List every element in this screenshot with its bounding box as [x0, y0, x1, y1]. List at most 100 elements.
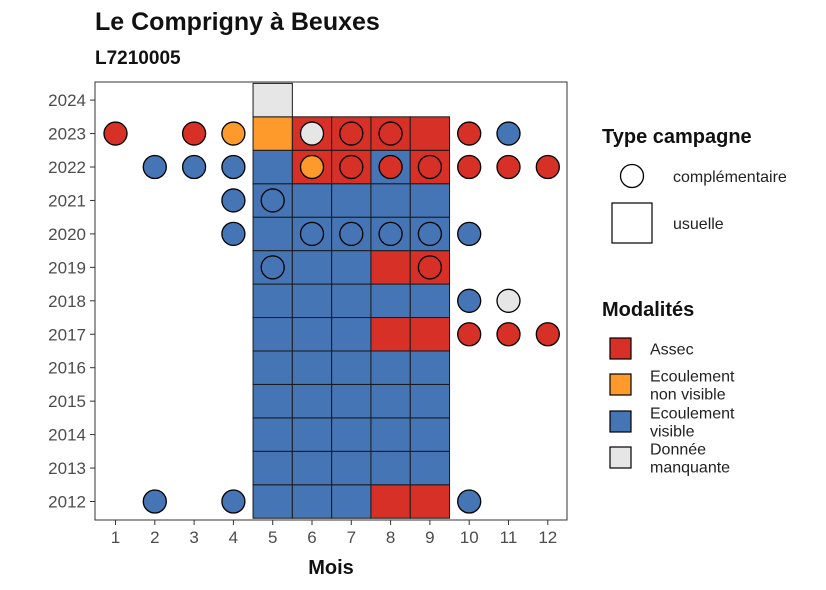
point-complementaire	[339, 154, 364, 180]
tile-usuelle	[291, 484, 333, 519]
x-axis: 1 2 3 4 5 6 7 8 9 10 11 12	[111, 520, 557, 547]
point-complementaire	[221, 221, 246, 247]
point-complementaire	[457, 121, 482, 146]
tile-usuelle	[370, 183, 411, 218]
point-complementaire	[181, 154, 207, 180]
legend-modalite-label: Ecoulement	[650, 406, 735, 423]
legend-type-title: Type campagne	[602, 126, 752, 148]
point-complementaire	[221, 188, 246, 213]
chart-title: Le Comprigny à Beuxes	[95, 8, 380, 36]
y-tick-label: 2024	[48, 91, 86, 110]
point-complementaire	[142, 489, 167, 514]
tile-usuelle	[252, 216, 293, 252]
tile-usuelle	[409, 450, 451, 486]
point-complementaire	[378, 121, 403, 146]
tile-usuelle	[291, 183, 333, 218]
tile-usuelle	[409, 183, 451, 218]
point-complementaire	[181, 121, 207, 146]
tile-usuelle	[331, 317, 372, 352]
point-complementaire	[535, 154, 560, 180]
tile-usuelle	[252, 317, 293, 352]
point-complementaire	[417, 154, 443, 180]
y-tick-label: 2020	[48, 225, 86, 244]
x-tick-label: 2	[150, 528, 159, 547]
tile-usuelle	[291, 350, 333, 385]
tile-usuelle	[291, 417, 333, 452]
point-complementaire	[417, 255, 443, 280]
point-complementaire	[378, 154, 403, 180]
x-tick-label: 9	[425, 528, 434, 547]
tile-usuelle	[331, 183, 372, 218]
point-complementaire	[457, 221, 482, 247]
y-tick-label: 2023	[48, 125, 86, 144]
point-complementaire	[496, 322, 521, 347]
tile-usuelle	[252, 149, 293, 185]
tile-usuelle	[252, 450, 293, 486]
tile-usuelle	[370, 383, 411, 419]
x-tick-label: 4	[229, 528, 238, 547]
point-complementaire	[299, 121, 325, 146]
tile-usuelle	[291, 317, 333, 352]
plot-area	[94, 81, 568, 521]
point-complementaire	[496, 288, 521, 313]
x-tick-label: 6	[307, 528, 316, 547]
tile-usuelle	[252, 484, 293, 519]
legend-swatch	[609, 337, 632, 360]
tile-usuelle	[252, 383, 293, 419]
chart-subtitle: L7210005	[95, 48, 181, 69]
tile-usuelle	[291, 283, 333, 319]
tile-usuelle	[409, 417, 451, 452]
x-tick-label: 7	[347, 528, 356, 547]
legend-square-key	[611, 202, 653, 244]
y-tick-label: 2018	[48, 292, 86, 311]
y-tick-label: 2017	[48, 325, 86, 344]
legend-modalite-label: Ecoulement	[650, 369, 735, 386]
point-complementaire	[103, 121, 128, 146]
x-tick-label: 1	[111, 528, 120, 547]
y-tick-label: 2012	[48, 493, 86, 512]
x-tick-label: 11	[500, 528, 518, 547]
y-tick-label: 2021	[48, 191, 86, 210]
x-tick-label: 8	[386, 528, 395, 547]
point-complementaire	[496, 121, 521, 146]
legend-swatch	[609, 410, 632, 433]
point-complementaire	[221, 121, 246, 146]
tile-usuelle	[252, 417, 293, 452]
legend: Type campagne Modalités complémentaire us…	[602, 126, 787, 477]
point-complementaire	[457, 154, 482, 180]
tile-usuelle	[331, 350, 372, 385]
y-tick-label: 2019	[48, 258, 86, 277]
point-complementaire	[221, 489, 246, 514]
tile-usuelle	[409, 116, 451, 151]
point-complementaire	[457, 288, 482, 313]
legend-type-label: complémentaire	[673, 169, 787, 186]
tile-usuelle	[252, 116, 293, 151]
tile-usuelle	[291, 450, 333, 486]
tile-usuelle	[252, 283, 293, 319]
point-complementaire	[496, 154, 521, 180]
x-tick-label: 10	[460, 528, 479, 547]
legend-circle-key	[619, 163, 645, 189]
tile-usuelle	[370, 317, 411, 352]
point-complementaire	[339, 221, 364, 247]
point-complementaire	[299, 154, 325, 180]
legend-swatch	[609, 446, 632, 469]
point-complementaire	[457, 322, 482, 347]
tile-usuelle	[370, 250, 411, 285]
y-tick-label: 2013	[48, 459, 86, 478]
tile-usuelle	[409, 350, 451, 385]
x-tick-label: 12	[538, 528, 557, 547]
tile-usuelle	[409, 283, 451, 319]
tile-usuelle	[409, 317, 451, 352]
point-complementaire	[299, 221, 325, 247]
point-complementaire	[260, 255, 285, 280]
legend-modalites-title: Modalités	[602, 299, 694, 321]
tile-usuelle	[370, 484, 411, 519]
tile-usuelle	[331, 484, 372, 519]
y-tick-label: 2016	[48, 359, 86, 378]
legend-modalite-label: non visible	[650, 387, 726, 404]
point-complementaire	[535, 322, 560, 347]
point-complementaire	[221, 154, 246, 180]
tile-usuelle	[291, 250, 333, 285]
